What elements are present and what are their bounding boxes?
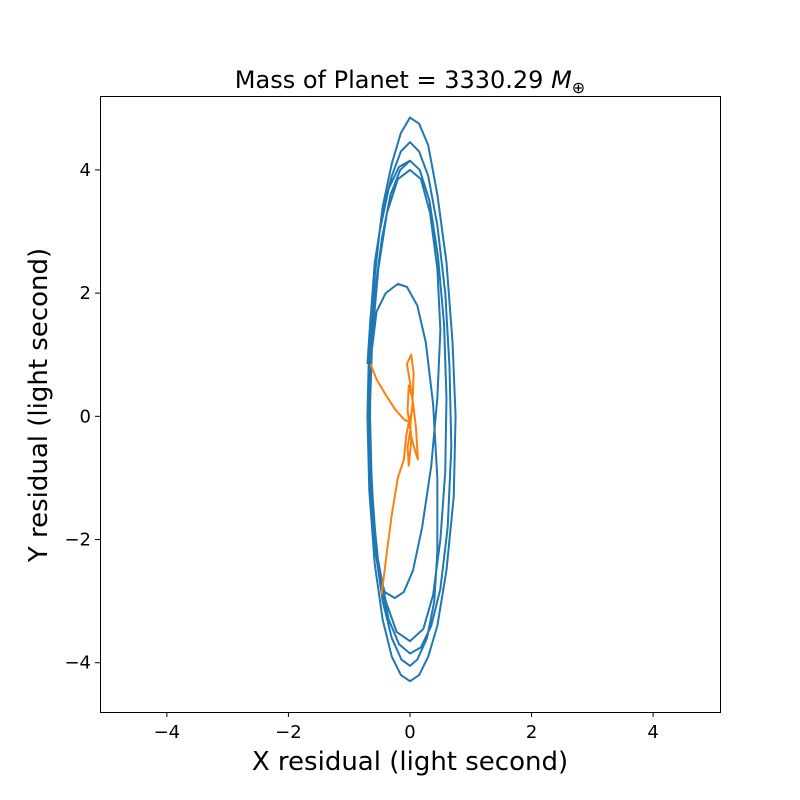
y-tick-label: 0 (80, 406, 91, 427)
chart-title: Mass of Planet = 3330.29 M⊕ (235, 66, 585, 97)
x-tick-label: 0 (404, 722, 415, 743)
x-axis: −4 −2 0 2 4 (154, 712, 659, 743)
x-tick-label: −4 (154, 722, 181, 743)
x-axis-label: X residual (light second) (252, 747, 568, 777)
chart-title-main: Mass of Planet = 3330.29 (235, 66, 551, 94)
series-line-2 (369, 353, 419, 596)
y-tick-label: −4 (64, 653, 91, 674)
y-tick-label: 4 (80, 160, 91, 181)
y-tick-label: 2 (80, 283, 91, 304)
series-layer (366, 116, 457, 683)
x-tick-label: −2 (275, 722, 302, 743)
x-tick-label: 4 (647, 722, 658, 743)
y-tick-label: −2 (64, 530, 91, 551)
x-tick-label: 2 (526, 722, 537, 743)
y-axis-label: Y residual (light second) (24, 248, 54, 563)
chart-title-unit: M (551, 66, 572, 94)
y-axis: −4 −2 0 2 4 (64, 160, 100, 674)
plot-frame (100, 96, 721, 713)
chart-title-sub: ⊕ (572, 78, 585, 97)
series-line-1 (366, 116, 457, 683)
